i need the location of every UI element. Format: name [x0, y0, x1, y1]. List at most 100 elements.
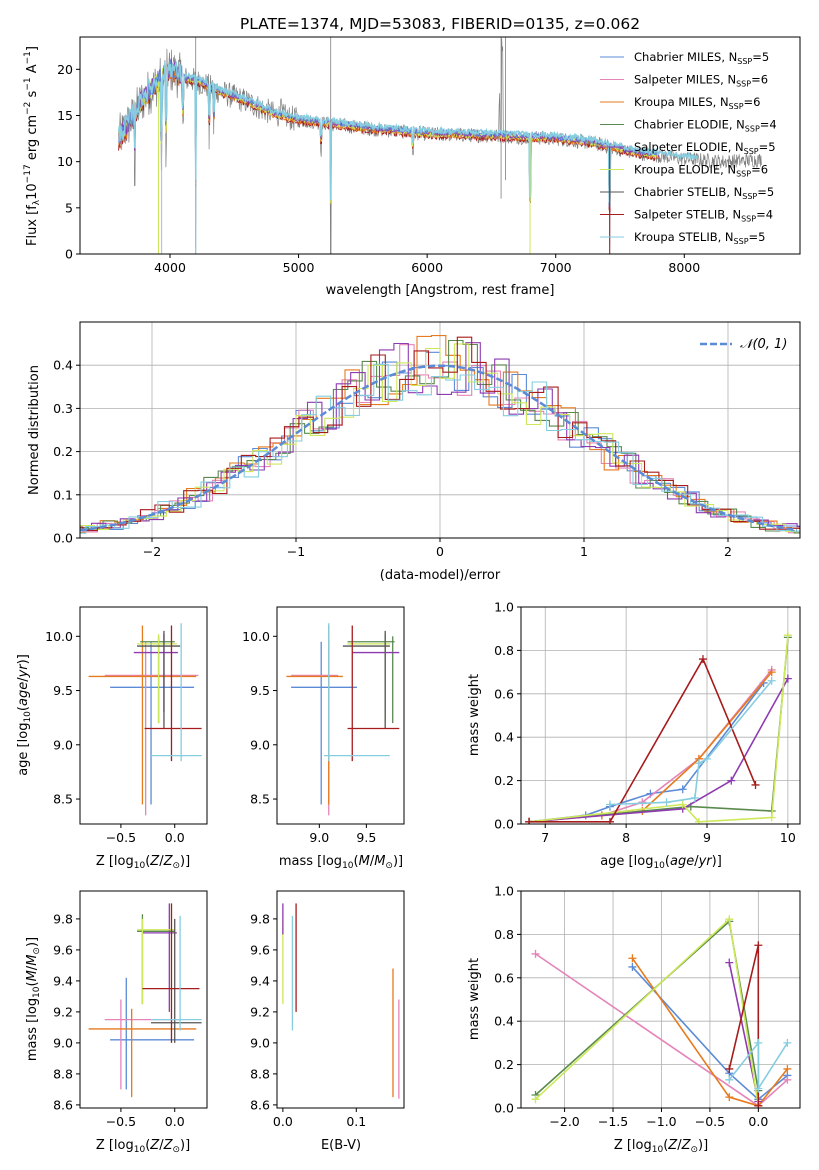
y-tick-label: 0.4 [53, 358, 73, 373]
y-tick-label: 9.8 [250, 911, 270, 926]
x-tick-label: 4000 [154, 260, 186, 275]
x-tick-label: −2.0 [549, 1114, 579, 1129]
x-tick-label: 10 [780, 830, 796, 845]
weight-marker-salpeter_stelib [605, 817, 614, 824]
y-tick-label: 9.2 [250, 1004, 270, 1019]
y-tick-label: 9.6 [53, 942, 73, 957]
x-tick-label: −1.5 [598, 1114, 628, 1129]
y-tick-label: 0.6 [494, 970, 514, 985]
weight-marker-kroupa_stelib [725, 1075, 734, 1084]
y-tick-label: 5 [65, 200, 73, 215]
gaussian-legend-label: 𝒩(0, 1) [740, 337, 787, 352]
weight-marker-kroupa_stelib [767, 676, 776, 685]
weight-marker-salpeter_stelib [754, 1101, 763, 1108]
massZ-xlabel: Z [log10(Z/Z⊙)] [96, 1138, 190, 1155]
weight-marker-salpeter_elodie [725, 958, 734, 967]
y-tick-label: 9.0 [53, 1035, 73, 1050]
y-tick-label: 0.0 [494, 1101, 514, 1116]
y-tick-label: 0.1 [53, 487, 73, 502]
weight-marker-kroupa_stelib [754, 1038, 763, 1047]
x-tick-label: −0.5 [106, 1114, 136, 1129]
x-tick-label: 0.0 [748, 1114, 768, 1129]
massEbv-xlabel: E(B-V) [321, 1138, 361, 1153]
x-tick-label: 9 [703, 830, 711, 845]
weight-line-salpeter_stelib [529, 657, 757, 823]
y-tick-label: 15 [57, 108, 73, 123]
y-tick-label: 0.6 [494, 686, 514, 701]
mwAge-ylabel: mass weight [467, 674, 482, 756]
y-tick-label: 0.0 [53, 531, 73, 546]
y-tick-label: 8.8 [53, 1066, 73, 1081]
spectrum-legend: Chabrier MILES, NSSP=5 Salpeter MILES, NS… [600, 50, 777, 246]
weight-marker-salpeter_elodie [783, 674, 792, 683]
weight-marker-kroupa_miles [767, 668, 776, 677]
legend-label-kroupa_stelib: Kroupa STELIB, NSSP=5 [634, 230, 765, 246]
spectrum-xlabel: wavelength [Angstrom, rest frame] [326, 283, 555, 298]
mass-weight-vs-Z-panel: −2.0 −1.5 −1.0 −0.5 0.0 0.0 0.2 0.4 0.6 0.8 1.0 Z … [467, 884, 801, 1155]
y-tick-label: 8.5 [53, 792, 73, 807]
y-tick-label: 9.4 [53, 973, 73, 988]
x-tick-label: −0.5 [106, 830, 136, 845]
weight-marker-kroupa_elodie [767, 813, 776, 822]
y-tick-label: 8.6 [53, 1097, 73, 1112]
weight-marker-chabrier_miles [678, 785, 687, 794]
ageZ-xlabel: Z [log10(Z/Z⊙)] [96, 854, 190, 871]
y-tick-label: 0 [65, 247, 73, 262]
weight-marker-kroupa_stelib [690, 793, 699, 802]
y-tick-label: 8.8 [250, 1066, 270, 1081]
y-tick-label: 9.6 [250, 942, 270, 957]
y-tick-label: 0.4 [494, 1014, 514, 1029]
weight-marker-kroupa_stelib [662, 798, 671, 807]
weight-marker-salpeter_miles [531, 949, 540, 958]
x-tick-label: 6000 [411, 260, 443, 275]
y-tick-label: 9.0 [53, 737, 73, 752]
histogram-xlabel: (data-model)/error [380, 568, 501, 583]
x-tick-label: 0.1 [346, 1114, 366, 1129]
histogram-kroupa_stelib [80, 363, 800, 534]
x-tick-label: 9.0 [309, 830, 329, 845]
x-tick-label: −1.0 [646, 1114, 676, 1129]
weight-marker-kroupa_miles [725, 1093, 734, 1102]
weight-marker-salpeter_stelib [698, 655, 707, 664]
y-tick-label: 9.4 [250, 973, 270, 988]
x-tick-label: 7000 [540, 260, 572, 275]
y-tick-label: 9.2 [53, 1004, 73, 1019]
weight-marker-salpeter_miles [638, 798, 647, 807]
weight-marker-kroupa_stelib [754, 1084, 763, 1093]
age-vs-Z-panel: −0.5 0.0 8.5 9.0 9.5 10.0 Z [log10(Z/Z⊙)] age… [16, 606, 208, 871]
mass-vs-Z-panel: −0.5 0.0 8.6 8.8 9.0 9.2 9.4 9.6 9.8 Z [log10(Z/… [25, 890, 208, 1155]
x-tick-label: 1 [580, 544, 588, 559]
weight-marker-kroupa_elodie [678, 800, 687, 809]
weight-marker-chabrier_miles [628, 962, 637, 971]
weight-marker-salpeter_stelib [725, 1064, 734, 1073]
x-tick-label: 0.0 [273, 1114, 293, 1129]
y-tick-label: 0.8 [494, 643, 514, 658]
massZ-ylabel: mass [log10(M/M⊙)] [25, 937, 42, 1061]
legend-label-salpeter_miles: Salpeter MILES, NSSP=6 [634, 73, 768, 89]
histogram-legend: 𝒩(0, 1) [700, 337, 787, 352]
weight-marker-kroupa_stelib [783, 1038, 792, 1047]
x-tick-label: 8000 [668, 260, 700, 275]
model-spectrum-kroupa_stelib [117, 61, 698, 206]
weight-marker-kroupa_stelib [605, 800, 614, 809]
y-tick-label: 20 [57, 62, 73, 77]
x-tick-label: 7 [541, 830, 549, 845]
legend-label-chabrier_miles: Chabrier MILES, NSSP=5 [634, 50, 769, 66]
legend-label-chabrier_elodie: Chabrier ELODIE, NSSP=4 [634, 118, 777, 134]
y-tick-label: 9.0 [250, 1035, 270, 1050]
x-tick-label: −1 [287, 544, 305, 559]
legend-label-salpeter_elodie: Salpeter ELODIE, NSSP=5 [634, 140, 776, 156]
x-tick-label: −2 [143, 544, 161, 559]
histogram-salpeter_elodie [80, 342, 800, 531]
y-tick-label: 9.0 [250, 737, 270, 752]
spectrum-panel: 4000 5000 6000 7000 8000 0 5 10 15 20 wavelength … [23, 36, 801, 298]
y-tick-label: 10.0 [45, 629, 73, 644]
x-tick-label: 8 [622, 830, 630, 845]
weight-marker-kroupa_miles [628, 954, 637, 963]
weight-marker-salpeter_miles [783, 1075, 792, 1084]
gaussian-curve [80, 364, 798, 532]
mwZ-xlabel: Z [log10(Z/Z⊙)] [614, 1138, 708, 1155]
weight-line-kroupa_stelib [728, 1040, 789, 1092]
ageMass-xlabel: mass [log10(M/M⊙)] [279, 854, 403, 871]
